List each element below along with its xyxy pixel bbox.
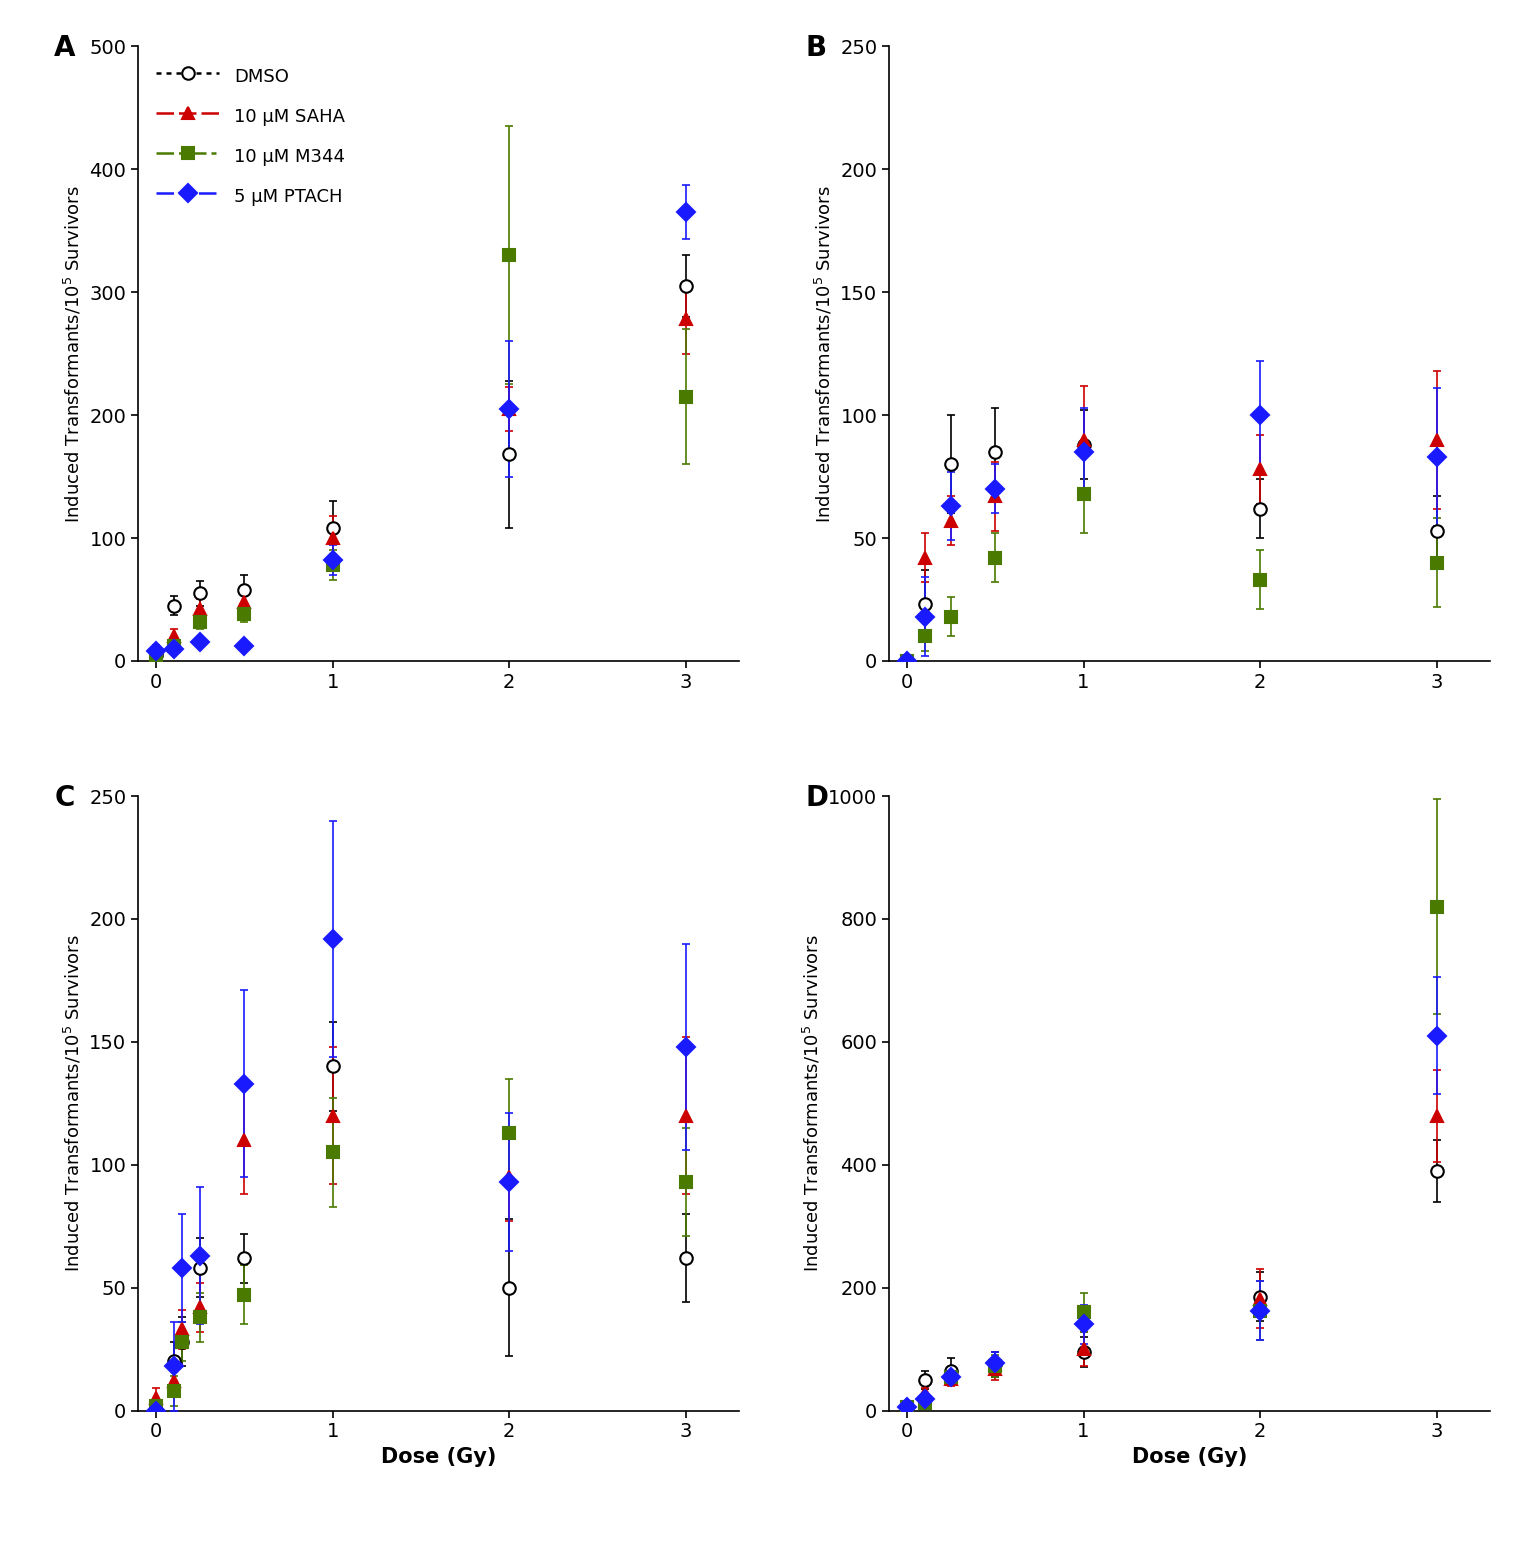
- X-axis label: Dose (Gy): Dose (Gy): [381, 1446, 496, 1466]
- Text: B: B: [805, 34, 826, 62]
- Text: C: C: [54, 784, 75, 812]
- Y-axis label: Induced Transformants/10$^5$ Survivors: Induced Transformants/10$^5$ Survivors: [63, 935, 84, 1273]
- Text: A: A: [54, 34, 75, 62]
- Legend: DMSO, 10 μM SAHA, 10 μM M344, 5 μM PTACH: DMSO, 10 μM SAHA, 10 μM M344, 5 μM PTACH: [147, 56, 353, 215]
- X-axis label: Dose (Gy): Dose (Gy): [1132, 1446, 1247, 1466]
- Y-axis label: Induced Transformants/10$^5$ Survivors: Induced Transformants/10$^5$ Survivors: [63, 184, 84, 522]
- Y-axis label: Induced Transformants/10$^5$ Survivors: Induced Transformants/10$^5$ Survivors: [802, 935, 823, 1273]
- Y-axis label: Induced Transformants/10$^5$ Survivors: Induced Transformants/10$^5$ Survivors: [814, 184, 834, 522]
- Text: D: D: [805, 784, 828, 812]
